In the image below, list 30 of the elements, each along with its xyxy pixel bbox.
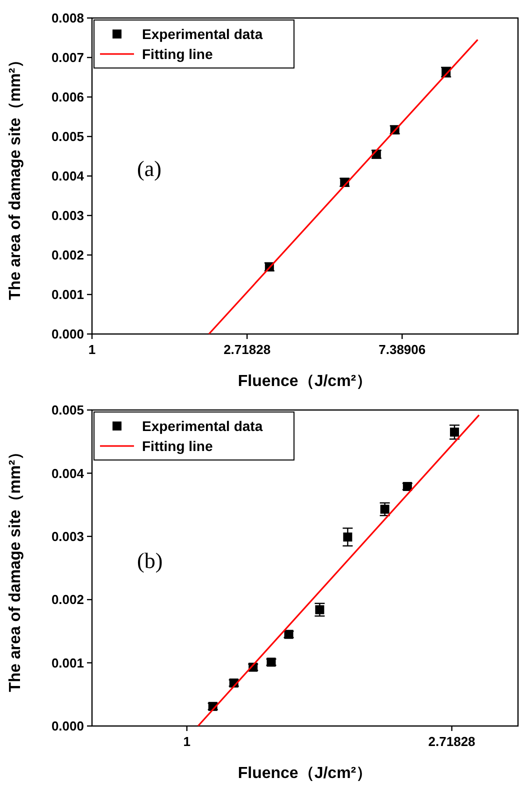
x-axis-title: Fluence（J/cm²） bbox=[238, 373, 372, 390]
y-tick-label: 0.001 bbox=[51, 655, 84, 670]
legend-label: Fitting line bbox=[142, 438, 213, 454]
y-tick-label: 0.000 bbox=[51, 718, 84, 734]
y-tick-label: 0.004 bbox=[51, 168, 85, 184]
x-tick-label: 7.38906 bbox=[378, 342, 426, 357]
x-axis-title: Fluence（J/cm²） bbox=[238, 765, 372, 782]
y-tick-label: 0.006 bbox=[51, 90, 84, 105]
x-tick-label: 1 bbox=[88, 342, 96, 357]
y-tick-label: 0.004 bbox=[51, 466, 85, 481]
y-tick-label: 0.000 bbox=[51, 326, 84, 342]
y-tick-label: 0.005 bbox=[51, 129, 84, 144]
y-tick-label: 0.007 bbox=[51, 50, 84, 66]
legend-label: Fitting line bbox=[142, 46, 213, 62]
y-tick-label: 0.005 bbox=[51, 402, 84, 418]
y-axis-title: The area of damage site（mm²） bbox=[7, 444, 24, 692]
y-tick-label: 0.002 bbox=[51, 592, 84, 608]
y-tick-label: 0.008 bbox=[51, 10, 84, 26]
y-tick-label: 0.001 bbox=[51, 287, 84, 302]
y-tick-label: 0.003 bbox=[51, 528, 84, 544]
annotation: (a) bbox=[137, 156, 162, 181]
y-tick-label: 0.002 bbox=[51, 248, 84, 263]
x-tick-label: 2.71828 bbox=[428, 734, 476, 749]
y-tick-label: 0.003 bbox=[51, 208, 84, 224]
x-tick-label: 1 bbox=[183, 734, 190, 749]
legend-label: Experimental data bbox=[142, 26, 263, 42]
legend-label: Experimental data bbox=[142, 418, 263, 434]
annotation: (b) bbox=[137, 548, 163, 573]
x-tick-label: 2.71828 bbox=[224, 342, 271, 357]
y-axis-title: The area of damage site（mm²） bbox=[7, 52, 24, 300]
